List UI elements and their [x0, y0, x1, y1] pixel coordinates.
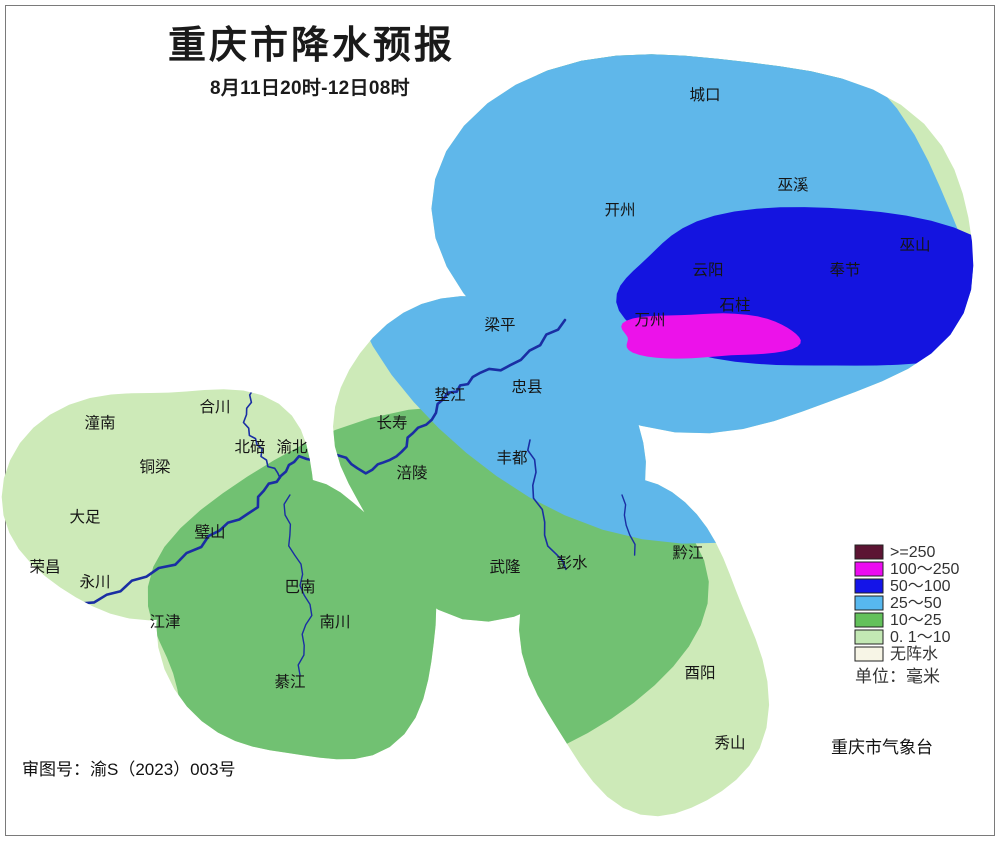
svg-text:单位：毫米: 单位：毫米	[855, 667, 940, 686]
svg-text:0. 1～10: 0. 1～10	[890, 629, 951, 646]
svg-text:>=250: >=250	[890, 544, 935, 561]
svg-text:25～50: 25～50	[890, 595, 942, 612]
svg-text:100～250: 100～250	[890, 561, 959, 578]
svg-text:10～25: 10～25	[890, 612, 942, 629]
svg-text:无阵水: 无阵水	[890, 645, 938, 663]
svg-text:50～100: 50～100	[890, 578, 951, 595]
